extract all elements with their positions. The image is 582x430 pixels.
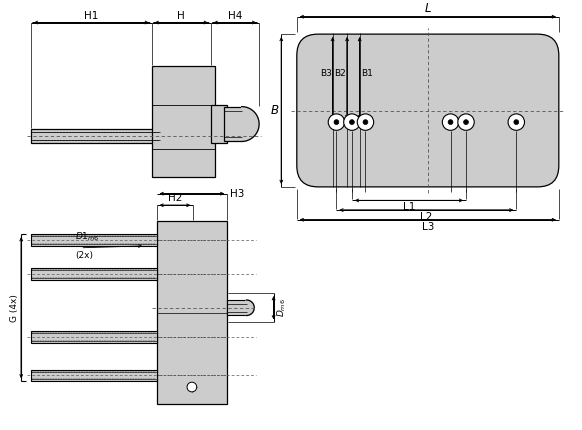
Text: B1: B1	[361, 69, 374, 78]
Bar	[224, 107, 242, 141]
Circle shape	[448, 120, 453, 125]
Text: $D_{m6}$: $D_{m6}$	[275, 298, 288, 317]
Circle shape	[328, 114, 345, 130]
Circle shape	[514, 120, 519, 125]
Circle shape	[508, 114, 524, 130]
Text: H1: H1	[84, 11, 98, 21]
Bar	[31, 234, 157, 246]
Polygon shape	[247, 300, 254, 316]
Circle shape	[334, 120, 339, 125]
Text: L3: L3	[421, 222, 434, 232]
Bar	[31, 129, 159, 143]
Text: B: B	[271, 104, 278, 117]
Text: H2: H2	[168, 194, 182, 203]
Text: $D1_{m6}$: $D1_{m6}$	[76, 230, 100, 243]
Polygon shape	[242, 107, 259, 141]
Text: (2x): (2x)	[76, 251, 93, 260]
Text: L1: L1	[403, 203, 415, 212]
Circle shape	[357, 114, 374, 130]
Circle shape	[363, 120, 368, 125]
Bar	[31, 370, 157, 381]
Text: B3: B3	[320, 69, 332, 78]
FancyBboxPatch shape	[297, 34, 559, 187]
Circle shape	[464, 120, 469, 125]
Circle shape	[187, 382, 197, 392]
Text: H3: H3	[230, 189, 244, 199]
Bar	[31, 331, 157, 343]
Circle shape	[350, 120, 354, 125]
Circle shape	[442, 114, 459, 130]
Text: L2: L2	[420, 212, 432, 222]
Text: B2: B2	[335, 69, 346, 78]
Text: H4: H4	[228, 11, 242, 21]
Bar	[211, 104, 227, 143]
Text: L: L	[424, 2, 431, 15]
Bar	[227, 300, 247, 316]
Bar	[31, 268, 157, 280]
Text: H: H	[178, 11, 185, 21]
Circle shape	[458, 114, 474, 130]
Text: G (4x): G (4x)	[10, 294, 19, 322]
Circle shape	[344, 114, 360, 130]
Bar	[152, 66, 215, 177]
Bar	[157, 221, 227, 405]
